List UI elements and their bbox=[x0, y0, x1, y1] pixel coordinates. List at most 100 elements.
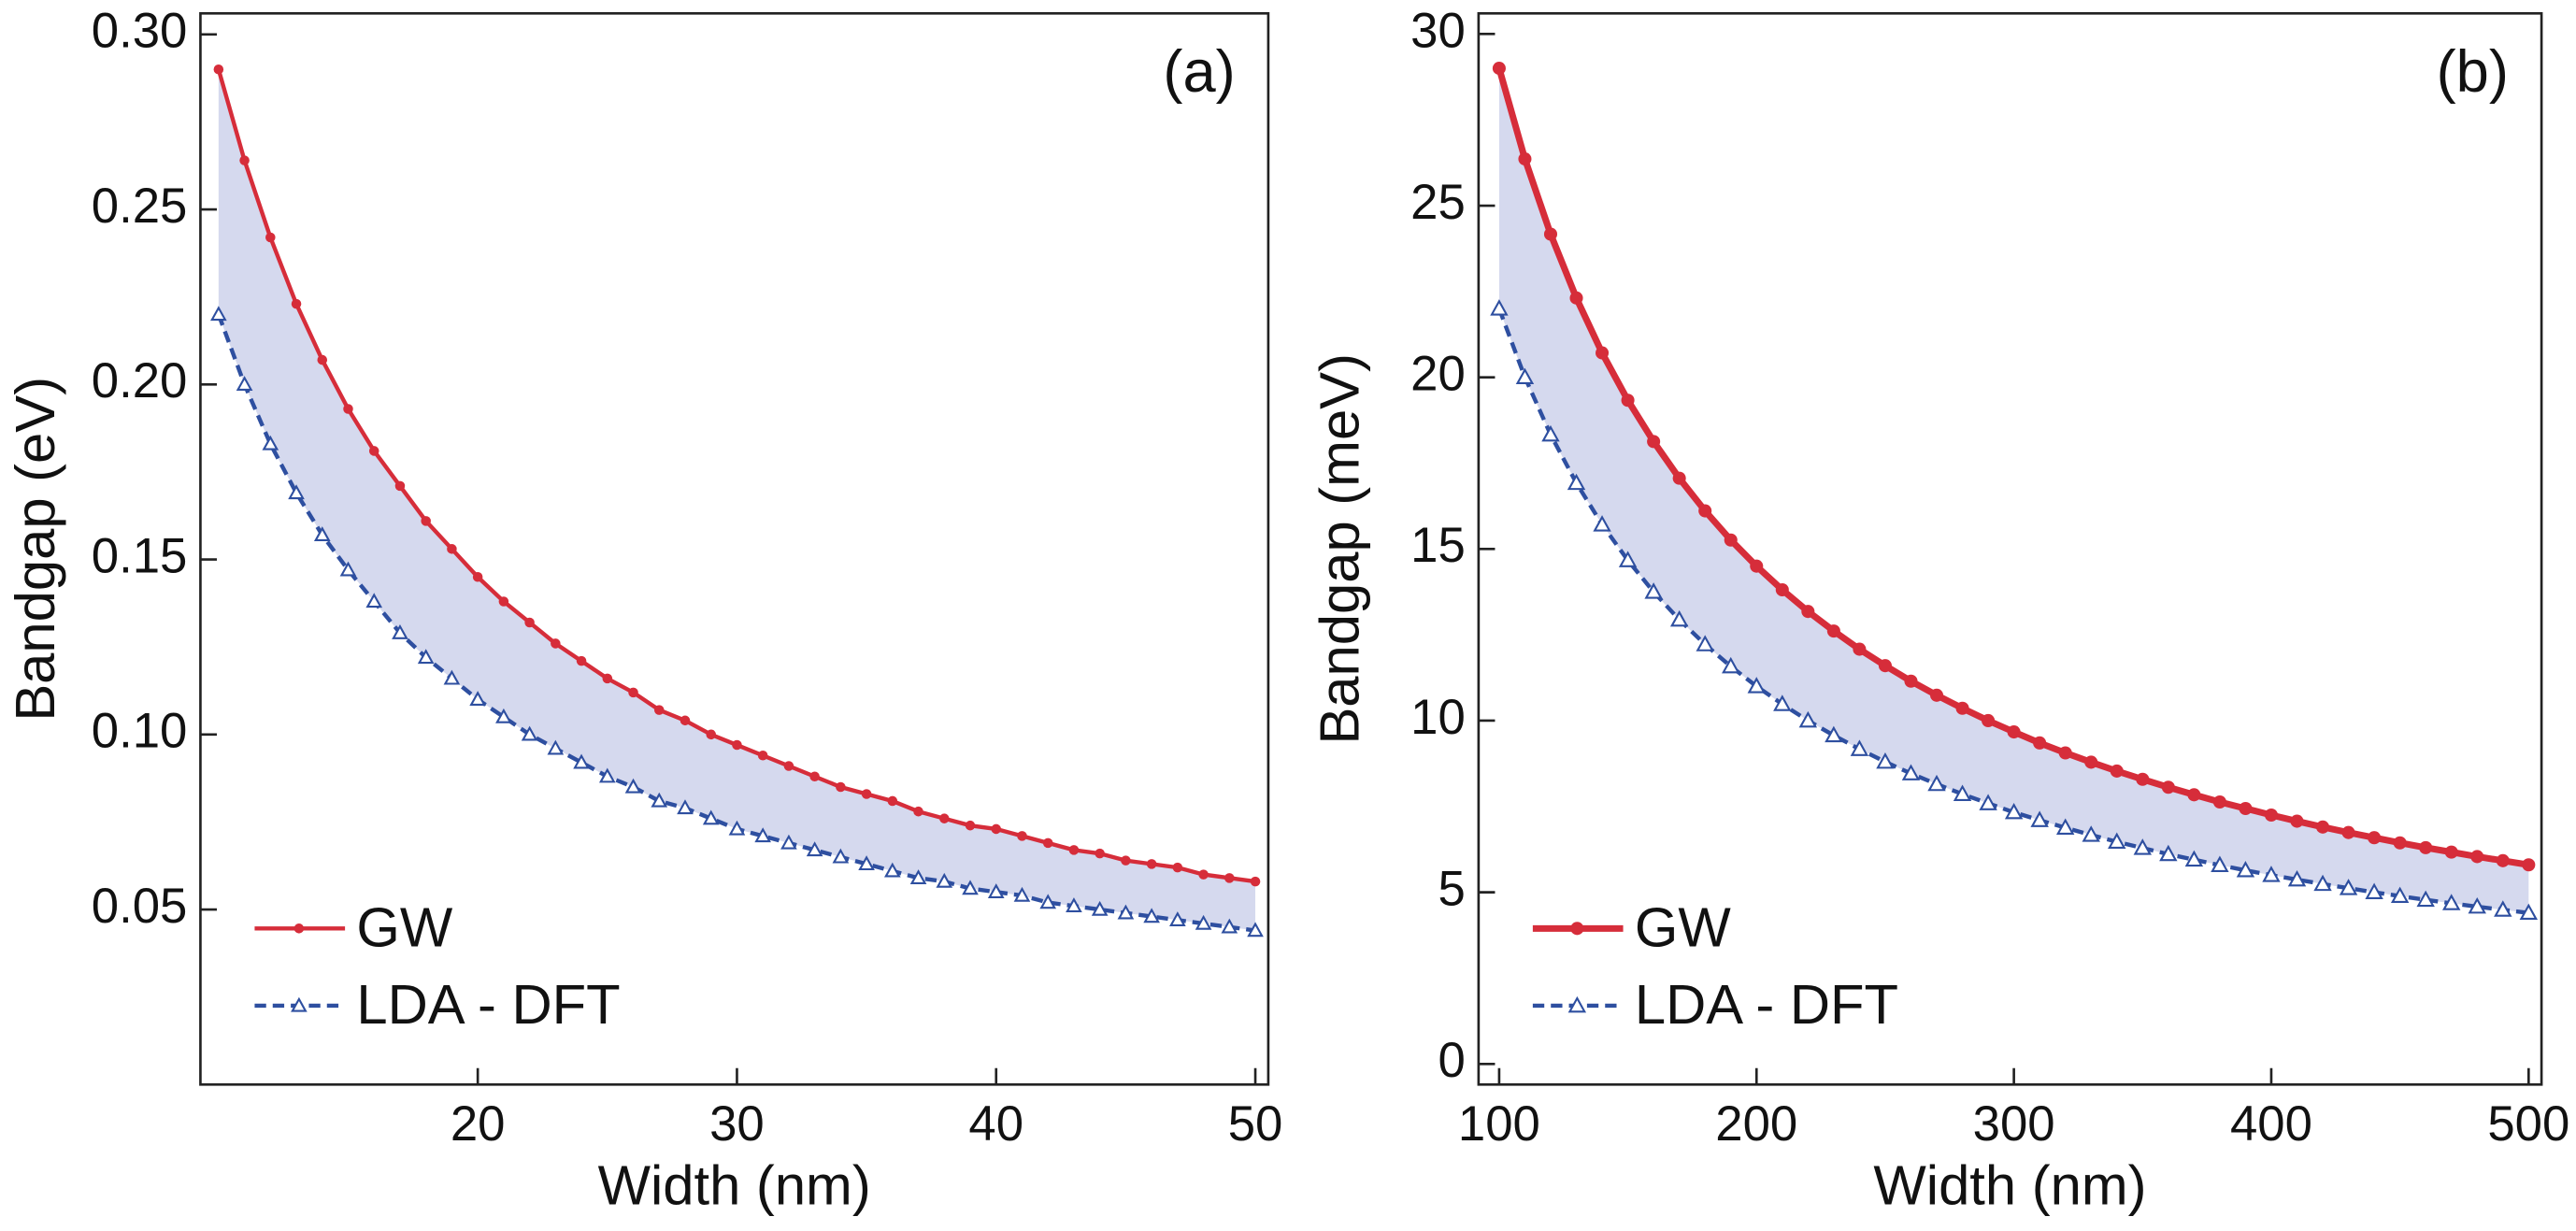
marker bbox=[965, 820, 976, 831]
x-tick-label: 20 bbox=[451, 1096, 506, 1152]
marker bbox=[394, 480, 406, 492]
x-tick-label: 40 bbox=[968, 1096, 1023, 1152]
x-axis-label: Width (nm) bbox=[1873, 1154, 2146, 1217]
plot-frame bbox=[199, 12, 1270, 1086]
marker bbox=[1247, 922, 1264, 938]
y-tick-label: 30 bbox=[1410, 3, 1466, 58]
marker bbox=[2033, 736, 2047, 750]
marker bbox=[987, 883, 1005, 899]
marker bbox=[858, 855, 875, 871]
marker bbox=[1492, 62, 1506, 76]
marker bbox=[317, 354, 328, 365]
y-tick-label: 0 bbox=[1438, 1033, 1465, 1088]
marker bbox=[2368, 831, 2382, 845]
marker bbox=[653, 705, 665, 715]
marker bbox=[2468, 896, 2486, 914]
marker bbox=[2393, 836, 2407, 850]
marker bbox=[2110, 764, 2124, 778]
marker bbox=[913, 806, 923, 817]
marker bbox=[780, 834, 797, 850]
marker bbox=[1929, 688, 1944, 702]
y-tick-label: 10 bbox=[1410, 690, 1466, 745]
legend-label: LDA - DFT bbox=[356, 973, 620, 1036]
marker bbox=[602, 673, 613, 684]
marker bbox=[884, 862, 901, 878]
marker bbox=[1798, 710, 1818, 728]
marker bbox=[1250, 876, 1261, 887]
marker bbox=[1541, 424, 1560, 442]
marker bbox=[757, 751, 768, 761]
marker bbox=[2236, 861, 2255, 878]
panel-label: (a) bbox=[1163, 39, 1235, 105]
marker bbox=[265, 232, 276, 243]
marker bbox=[809, 771, 820, 782]
marker bbox=[368, 446, 379, 456]
marker bbox=[2058, 746, 2072, 760]
marker bbox=[1927, 774, 1946, 792]
panel-label: (b) bbox=[2437, 39, 2509, 105]
marker bbox=[783, 761, 794, 771]
y-tick-label: 0.30 bbox=[92, 4, 188, 59]
marker bbox=[573, 753, 590, 769]
marker bbox=[2136, 772, 2150, 786]
marker bbox=[806, 841, 823, 857]
marker bbox=[524, 617, 535, 628]
marker bbox=[2030, 810, 2049, 827]
legend-label: GW bbox=[1635, 896, 1731, 959]
marker bbox=[2419, 840, 2433, 854]
marker bbox=[2313, 874, 2332, 892]
marker bbox=[728, 820, 746, 836]
marker bbox=[262, 435, 279, 451]
legend-marker bbox=[291, 996, 308, 1012]
marker bbox=[339, 561, 357, 577]
marker bbox=[2470, 850, 2484, 864]
marker bbox=[213, 64, 224, 75]
marker bbox=[291, 298, 302, 309]
marker bbox=[1825, 725, 1843, 743]
marker bbox=[2161, 780, 2175, 794]
marker bbox=[754, 827, 771, 843]
marker bbox=[2108, 832, 2126, 850]
marker bbox=[2082, 825, 2100, 842]
marker bbox=[2341, 825, 2355, 839]
marker bbox=[547, 739, 565, 755]
y-tick-label: 0.10 bbox=[92, 704, 188, 759]
marker bbox=[1878, 659, 1892, 673]
marker bbox=[1750, 559, 1764, 573]
legend-label: LDA - DFT bbox=[1635, 973, 1898, 1036]
marker bbox=[2494, 900, 2512, 917]
marker bbox=[2133, 838, 2152, 855]
marker bbox=[1618, 551, 1638, 567]
x-axis-label: Width (nm) bbox=[598, 1154, 871, 1217]
marker bbox=[2055, 818, 2075, 835]
x-tick-label: 30 bbox=[709, 1096, 765, 1152]
marker bbox=[443, 669, 461, 685]
marker bbox=[1172, 862, 1183, 873]
marker bbox=[1644, 582, 1663, 599]
marker bbox=[1826, 624, 1840, 638]
marker bbox=[1672, 471, 1686, 485]
marker bbox=[1979, 794, 1997, 810]
marker bbox=[421, 516, 431, 526]
marker bbox=[498, 596, 509, 607]
series-line bbox=[216, 313, 1256, 933]
legend-marker bbox=[1570, 922, 1584, 936]
marker bbox=[1515, 367, 1535, 385]
marker bbox=[2211, 855, 2229, 872]
marker bbox=[288, 484, 305, 500]
marker bbox=[576, 655, 587, 666]
marker bbox=[1853, 642, 1867, 656]
marker bbox=[2262, 866, 2281, 882]
marker bbox=[313, 526, 331, 542]
marker bbox=[1696, 635, 1714, 651]
marker bbox=[365, 593, 383, 608]
marker bbox=[1698, 504, 1712, 518]
marker bbox=[1017, 831, 1027, 841]
marker bbox=[680, 715, 691, 726]
marker bbox=[469, 691, 486, 707]
y-axis-label: Bandgap (meV) bbox=[1309, 353, 1371, 744]
marker bbox=[1221, 918, 1238, 934]
marker bbox=[2519, 903, 2539, 921]
marker bbox=[628, 687, 638, 698]
marker bbox=[1543, 227, 1558, 241]
